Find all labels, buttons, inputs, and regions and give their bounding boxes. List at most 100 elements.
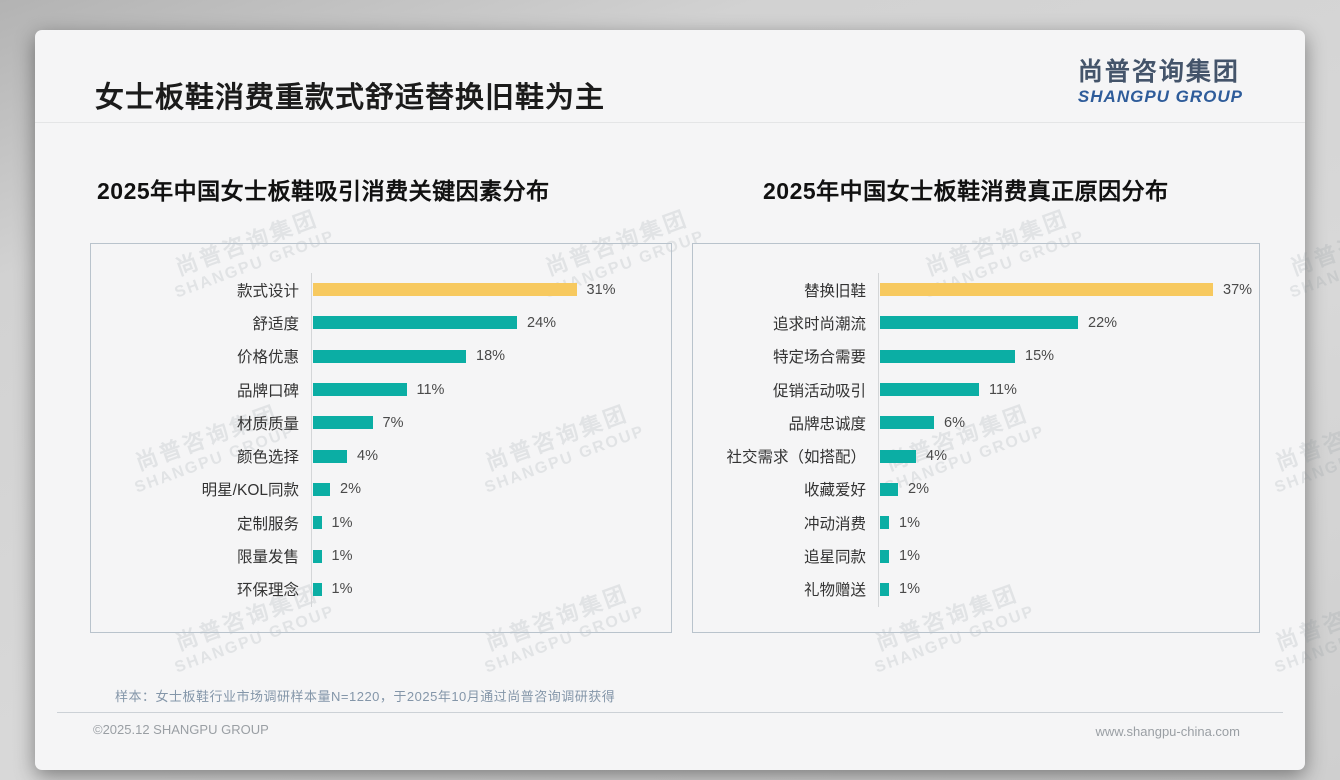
value-label: 4% [357, 448, 378, 465]
y-axis-line [311, 273, 312, 607]
value-label: 2% [908, 481, 929, 498]
bar-area: 15% [878, 348, 1259, 364]
value-label: 24% [527, 314, 557, 331]
bar-area: 1% [878, 581, 1259, 597]
bar-area: 6% [878, 415, 1259, 431]
value-label: 1% [899, 514, 920, 531]
value-label: 1% [331, 514, 353, 531]
chart-row: 冲动消费 1% [693, 506, 1259, 539]
bar-area: 4% [878, 448, 1259, 464]
chart-row: 环保理念 1% [91, 573, 671, 606]
bar-area: 1% [878, 548, 1259, 564]
bar [880, 316, 1078, 330]
bar-area: 1% [878, 515, 1259, 531]
category-label: 收藏爱好 [803, 482, 866, 500]
category-label: 材质质量 [236, 415, 299, 433]
category-label: 颜色选择 [236, 449, 299, 467]
value-label: 22% [1088, 314, 1118, 331]
category-label: 明星/KOL同款 [201, 482, 299, 500]
left-chart-panel: 款式设计 31% 舒适度 24% 价格优惠 18% 品牌口碑 11% 材质质量 7% 颜色选择 4% 明… [90, 243, 672, 633]
bar [880, 383, 979, 397]
bar-area: 18% [311, 348, 671, 364]
chart-row: 品牌忠诚度 6% [693, 406, 1259, 439]
chart-row: 定制服务 1% [91, 506, 671, 539]
bar [880, 449, 916, 463]
category-label: 款式设计 [236, 282, 299, 300]
watermark-chinese-text: 尚普咨询集团 [1272, 580, 1340, 656]
right-chart-panel: 替换旧鞋 37% 追求时尚潮流 22% 特定场合需要 15% 促销活动吸引 11% 品牌忠诚度 6… [692, 243, 1260, 633]
page-title: 女士板鞋消费重款式舒适替换旧鞋为主 [95, 82, 606, 114]
value-label: 31% [586, 281, 616, 298]
sample-note: 样本：女士板鞋行业市场调研样本量N=1220，于2025年10月通过尚普咨询调研… [115, 689, 616, 704]
y-axis-line [878, 273, 879, 607]
category-label: 替换旧鞋 [803, 282, 866, 300]
left-chart-plot-area: 款式设计 31% 舒适度 24% 价格优惠 18% 品牌口碑 11% 材质质量 7% 颜色选择 4% 明… [91, 244, 671, 632]
bar [880, 283, 1213, 297]
chart-row: 颜色选择 4% [91, 439, 671, 472]
bar-area: 4% [311, 448, 671, 464]
report-slide: 尚普咨询集团 SHANGPU GROUP 尚普咨询集团 SHANGPU GROUP 尚普… [35, 30, 1340, 770]
bar-area: 24% [311, 315, 671, 331]
chart-row: 特定场合需要 15% [693, 340, 1259, 373]
chart-row: 促销活动吸引 11% [693, 373, 1259, 406]
value-label: 1% [899, 548, 920, 565]
value-label: 7% [382, 414, 404, 431]
value-label: 6% [944, 414, 965, 431]
bar-area: 2% [878, 481, 1259, 497]
bar [313, 549, 322, 563]
bar [880, 482, 898, 496]
category-label: 冲动消费 [803, 515, 866, 533]
category-label: 品牌忠诚度 [788, 415, 866, 433]
category-label: 定制服务 [236, 515, 299, 533]
bar-area: 1% [311, 581, 671, 597]
left-chart-title: 2025年中国女士板鞋吸引消费关键因素分布 [97, 178, 550, 204]
bar-area: 11% [878, 382, 1259, 398]
value-label: 4% [926, 448, 947, 465]
value-label: 2% [340, 481, 361, 498]
value-label: 11% [416, 381, 445, 398]
bar [313, 482, 330, 496]
category-label: 追求时尚潮流 [772, 315, 866, 333]
bar [880, 582, 889, 596]
chart-row: 材质质量 7% [91, 406, 671, 439]
bar-area: 2% [311, 481, 671, 497]
category-label: 限量发售 [236, 549, 299, 567]
bar [313, 349, 466, 363]
bar [880, 416, 934, 430]
footer-divider [57, 712, 1283, 713]
value-label: 11% [989, 381, 1017, 398]
bar [880, 349, 1015, 363]
value-label: 15% [1025, 348, 1055, 365]
value-label: 1% [331, 548, 353, 565]
footer-copyright: ©2025.12 SHANGPU GROUP [93, 722, 269, 737]
category-label: 环保理念 [236, 582, 299, 600]
bar-area: 1% [311, 515, 671, 531]
bar [880, 549, 889, 563]
category-label: 社交需求（如搭配） [726, 449, 866, 467]
bar [313, 316, 517, 330]
category-label: 礼物赠送 [803, 582, 866, 600]
chart-row: 品牌口碑 11% [91, 373, 671, 406]
right-chart-plot-area: 替换旧鞋 37% 追求时尚潮流 22% 特定场合需要 15% 促销活动吸引 11% 品牌忠诚度 6… [693, 244, 1259, 632]
category-label: 特定场合需要 [772, 349, 866, 367]
bar-area: 7% [311, 415, 671, 431]
chart-row: 舒适度 24% [91, 306, 671, 339]
value-label: 18% [476, 348, 506, 365]
right-chart-title: 2025年中国女士板鞋消费真正原因分布 [763, 178, 1169, 204]
bar-area: 31% [311, 282, 671, 298]
footer-website: www.shangpu-china.com [1095, 724, 1240, 739]
value-label: 1% [331, 581, 353, 598]
logo-english-text: SHANGPU GROUP [1077, 86, 1243, 106]
chart-row: 限量发售 1% [91, 539, 671, 572]
bar [313, 582, 322, 596]
title-divider [35, 122, 1305, 123]
bar [880, 516, 889, 530]
watermark-english-text: SHANGPU GROUP [1287, 228, 1340, 302]
bar [313, 516, 322, 530]
watermark-chinese-text: 尚普咨询集团 [1287, 205, 1340, 281]
value-label: 1% [899, 581, 920, 598]
chart-row: 收藏爱好 2% [693, 473, 1259, 506]
category-label: 追星同款 [803, 549, 866, 567]
